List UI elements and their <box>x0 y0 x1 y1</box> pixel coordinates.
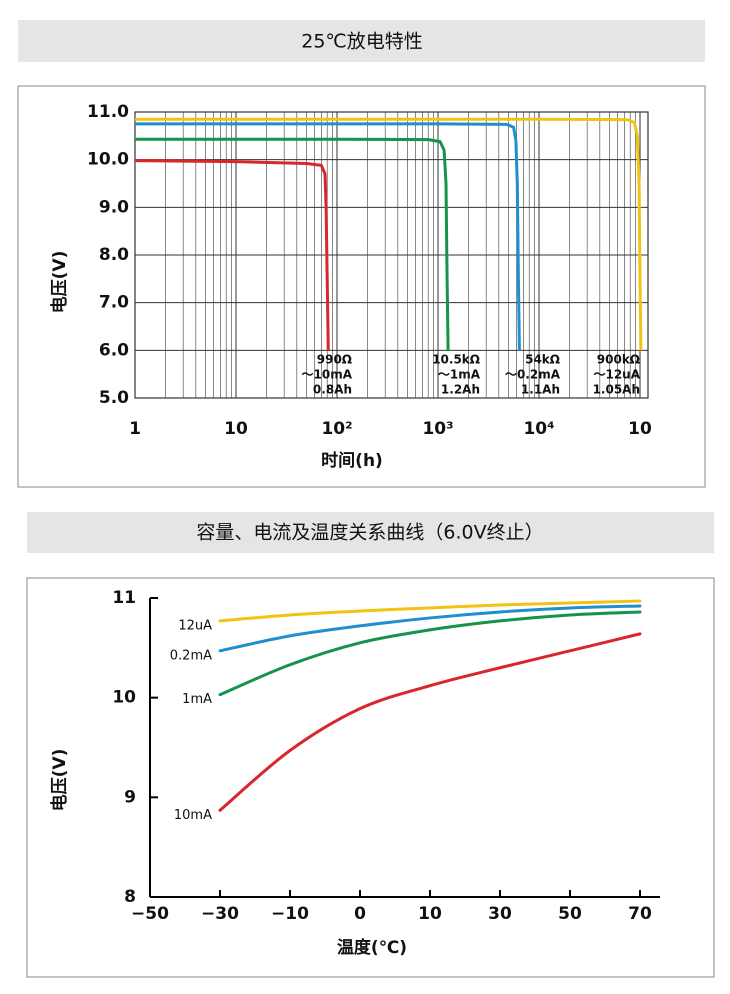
x-tick-label: −10 <box>271 904 309 924</box>
annotation: 54kΩ <box>525 353 560 367</box>
y-tick-label: 9.0 <box>99 197 129 217</box>
header-bar <box>18 20 705 62</box>
x-tick-label: 70 <box>628 904 652 924</box>
x-tick-label: 10 <box>628 419 652 439</box>
annotation: 0.8Ah <box>313 383 352 397</box>
x-tick-label: 10⁴ <box>523 419 554 439</box>
annotation: ～1mA <box>438 368 481 382</box>
line-series <box>134 159 330 351</box>
y-tick-label: 11 <box>112 588 136 608</box>
y-tick-label: 7.0 <box>99 293 129 313</box>
line-series <box>135 117 643 351</box>
annotation: 990Ω <box>317 353 352 367</box>
line-series <box>135 137 450 351</box>
annotation: ～0.2mA <box>505 368 561 382</box>
y-tick-label: 9 <box>124 787 136 807</box>
x-tick-label: 1 <box>129 419 141 439</box>
y-tick-label: 10.0 <box>87 150 129 170</box>
annotation: 10.5kΩ <box>432 353 480 367</box>
x-axis-label: 温度(℃) <box>337 937 407 958</box>
y-tick-label: 6.0 <box>99 340 129 360</box>
y-tick-label: 8.0 <box>99 245 129 265</box>
chart-title: 25℃放电特性 <box>301 31 423 53</box>
chart-title: 容量、电流及温度关系曲线（6.0V终止） <box>196 522 543 544</box>
y-axis-label: 电压(V) <box>49 749 70 812</box>
line-series <box>218 604 642 653</box>
x-tick-label: −50 <box>131 904 169 924</box>
series-label: 10mA <box>174 808 212 823</box>
x-tick-label: 10 <box>418 904 442 924</box>
chart-frame <box>26 577 715 978</box>
x-tick-label: 50 <box>558 904 582 924</box>
y-tick-label: 10 <box>112 688 136 708</box>
line-series <box>218 610 642 697</box>
y-tick-label: 11.0 <box>87 102 129 122</box>
header-bar <box>27 512 714 553</box>
annotation: 1.2Ah <box>441 383 480 397</box>
x-tick-label: 10³ <box>422 419 453 439</box>
line-series <box>218 599 642 623</box>
x-axis-label: 时间(h) <box>321 450 383 471</box>
y-tick-label: 5.0 <box>99 388 129 408</box>
x-tick-label: 10² <box>321 419 352 439</box>
series-label: 1mA <box>182 692 212 707</box>
x-tick-label: 10 <box>224 419 248 439</box>
annotation: 900kΩ <box>597 353 640 367</box>
line-series <box>135 122 521 351</box>
annotation: 1.1Ah <box>521 383 560 397</box>
x-tick-label: −30 <box>201 904 239 924</box>
annotation: ～10mA <box>302 368 353 382</box>
series-label: 0.2mA <box>170 648 212 663</box>
y-tick-label: 8 <box>124 887 136 907</box>
y-axis-label: 电压(V) <box>49 251 70 314</box>
annotation: 1.05Ah <box>593 383 640 397</box>
x-tick-label: 30 <box>488 904 512 924</box>
x-tick-label: 0 <box>354 904 366 924</box>
series-label: 12uA <box>178 618 212 633</box>
annotation: ～12uA <box>593 368 640 382</box>
line-series <box>218 632 642 812</box>
